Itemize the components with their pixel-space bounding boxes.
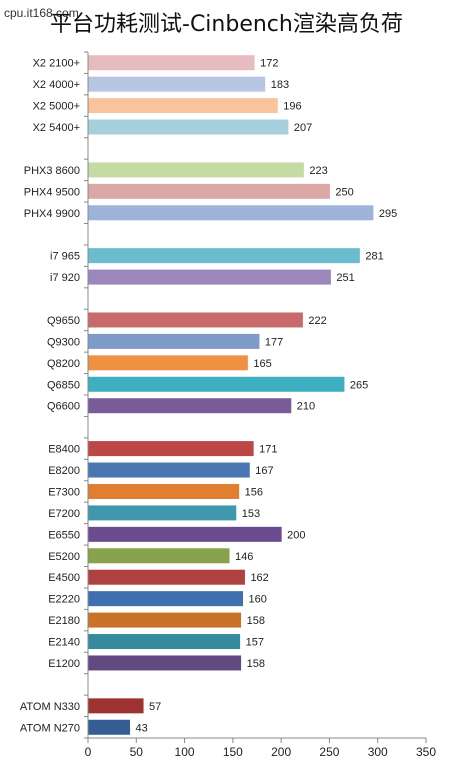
value-label: 171 xyxy=(259,444,277,456)
bar-i7-965 xyxy=(88,248,360,264)
bar-phx4-9500 xyxy=(88,183,330,199)
value-label: 295 xyxy=(379,208,397,220)
bar-atom-n330 xyxy=(88,698,144,714)
category-label: X2 5000+ xyxy=(33,101,80,113)
value-label: 162 xyxy=(250,572,268,584)
x-tick-label: 100 xyxy=(175,745,195,759)
bar-x2-5000- xyxy=(88,98,278,114)
x-tick-label: 350 xyxy=(416,745,436,759)
category-label: E4500 xyxy=(48,572,80,584)
category-label: i7 920 xyxy=(50,272,80,284)
bar-e7300 xyxy=(88,483,240,499)
bar-x2-5400- xyxy=(88,119,289,135)
bar-e5200 xyxy=(88,548,230,564)
bar-e2180 xyxy=(88,612,242,628)
category-label: E7200 xyxy=(48,508,80,520)
category-label: ATOM N330 xyxy=(20,701,80,713)
value-label: 207 xyxy=(294,122,312,134)
value-label: 281 xyxy=(365,251,383,263)
bar-q8200 xyxy=(88,355,248,371)
category-label: ATOM N270 xyxy=(20,722,80,734)
category-label: PHX4 9900 xyxy=(24,208,80,220)
bar-e4500 xyxy=(88,569,245,585)
category-label: i7 965 xyxy=(50,251,80,263)
value-label: 158 xyxy=(247,658,265,670)
value-label: 210 xyxy=(297,401,315,413)
bar-x2-2100- xyxy=(88,55,255,71)
value-label: 172 xyxy=(260,58,278,70)
value-label: 251 xyxy=(336,272,354,284)
value-label: 196 xyxy=(283,101,301,113)
category-label: E6550 xyxy=(48,529,80,541)
value-label: 157 xyxy=(246,637,264,649)
bar-q6600 xyxy=(88,398,292,414)
bar-e2140 xyxy=(88,634,241,650)
value-label: 43 xyxy=(136,722,148,734)
x-tick-label: 300 xyxy=(368,745,388,759)
bar-q9650 xyxy=(88,312,303,328)
value-label: 183 xyxy=(271,79,289,91)
category-label: X2 2100+ xyxy=(33,58,80,70)
category-label: E2180 xyxy=(48,615,80,627)
category-label: E7300 xyxy=(48,486,80,498)
bar-e2220 xyxy=(88,591,244,607)
category-label: E2140 xyxy=(48,637,80,649)
category-label: E8200 xyxy=(48,465,80,477)
bar-phx3-8600 xyxy=(88,162,304,178)
bar-q6850 xyxy=(88,376,345,392)
category-label: E1200 xyxy=(48,658,80,670)
chart-title: 平台功耗测试-Cinbench渲染高负荷 xyxy=(50,12,403,37)
category-label: E8400 xyxy=(48,444,80,456)
value-label: 250 xyxy=(335,186,353,198)
category-label: Q9650 xyxy=(47,315,80,327)
category-label: PHX4 9500 xyxy=(24,186,80,198)
value-label: 222 xyxy=(308,315,326,327)
value-label: 153 xyxy=(242,508,260,520)
category-label: E5200 xyxy=(48,551,80,563)
x-tick-label: 0 xyxy=(85,745,92,759)
x-tick-label: 200 xyxy=(271,745,291,759)
value-label: 146 xyxy=(235,551,253,563)
category-label: Q8200 xyxy=(47,358,80,370)
bar-i7-920 xyxy=(88,269,331,285)
value-label: 158 xyxy=(247,615,265,627)
value-label: 165 xyxy=(253,358,271,370)
bar-atom-n270 xyxy=(88,719,131,735)
bar-phx4-9900 xyxy=(88,205,374,221)
watermark-text: cpu.it168.com xyxy=(4,6,79,20)
bar-e6550 xyxy=(88,526,282,542)
value-label: 223 xyxy=(309,165,327,177)
value-label: 200 xyxy=(287,529,305,541)
x-tick-label: 150 xyxy=(223,745,243,759)
value-label: 156 xyxy=(245,486,263,498)
bar-e1200 xyxy=(88,655,242,671)
value-label: 57 xyxy=(149,701,161,713)
bar-e7200 xyxy=(88,505,237,521)
x-tick-label: 250 xyxy=(319,745,339,759)
bar-q9300 xyxy=(88,333,260,349)
bar-x2-4000- xyxy=(88,76,266,92)
bar-e8400 xyxy=(88,441,254,457)
category-label: Q6600 xyxy=(47,401,80,413)
bar-e8200 xyxy=(88,462,250,478)
category-label: X2 4000+ xyxy=(33,79,80,91)
value-label: 167 xyxy=(255,465,273,477)
category-label: Q6850 xyxy=(47,379,80,391)
value-label: 177 xyxy=(265,336,283,348)
x-tick-label: 50 xyxy=(130,745,144,759)
value-label: 160 xyxy=(249,594,267,606)
category-label: Q9300 xyxy=(47,336,80,348)
category-label: PHX3 8600 xyxy=(24,165,80,177)
value-label: 265 xyxy=(350,379,368,391)
category-label: X2 5400+ xyxy=(33,122,80,134)
category-label: E2220 xyxy=(48,594,80,606)
